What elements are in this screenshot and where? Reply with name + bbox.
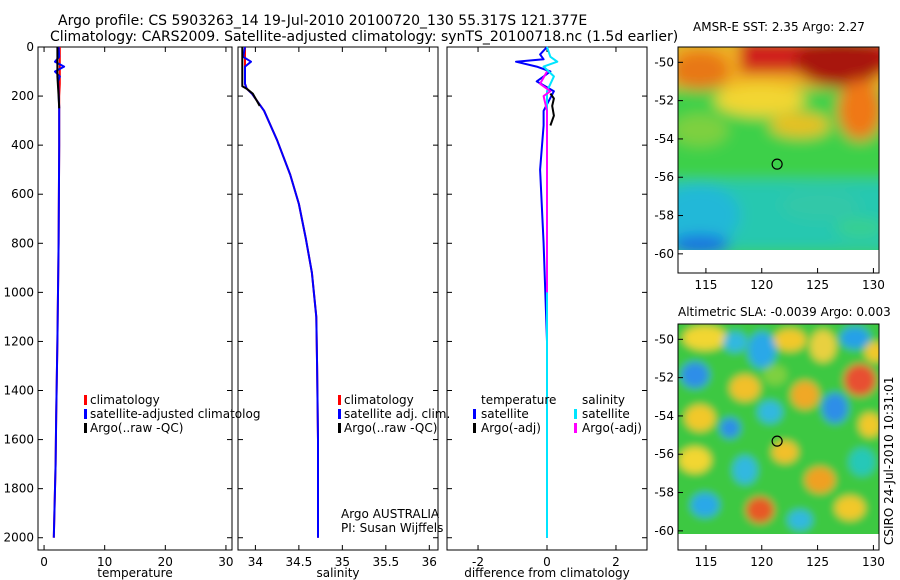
sst-ytick-label: -50 (654, 55, 674, 69)
difference-legend-swatch (473, 423, 476, 433)
difference-legend-header: temperature (481, 393, 556, 407)
difference-axis-label: difference from climatology (464, 566, 630, 580)
salinity-legend-label: satellite adj. clim. (344, 407, 450, 421)
sla-xtick-label: 120 (750, 555, 773, 569)
salinity-series-1 (242, 46, 319, 538)
sst-panel-title: AMSR-E SST: 2.35 Argo: 2.27 (693, 20, 865, 34)
pressure-tick-label: 1000 (3, 285, 34, 299)
salinity-legend-swatch (338, 395, 341, 405)
sla-float-location-marker (771, 435, 783, 447)
temperature-xtick-label: 20 (158, 555, 173, 569)
salinity-xtick-label: 35 (335, 555, 350, 569)
temperature-series-2 (56, 47, 61, 109)
sla-heatmap (678, 324, 879, 550)
sst-ytick-label: -52 (654, 94, 674, 108)
pressure-tick-label: 1400 (3, 384, 34, 398)
difference-legend-swatch (574, 423, 577, 433)
difference-xtick-label: 2 (612, 555, 620, 569)
sla-axes: 115 120 125 130 -50 -52 -54 -56 -58 -60 (654, 323, 885, 569)
salinity-panel: 34 34.5 35 35.5 36 salinity (237, 46, 439, 580)
sla-xtick-label: 130 (862, 555, 885, 569)
salinity-series-2 (241, 47, 261, 107)
sst-ytick-label: -54 (654, 132, 674, 146)
sla-ytick-label: -60 (654, 524, 674, 538)
temperature-legend-label: satellite-adjusted climatolog (90, 407, 260, 421)
sla-xtick-label: 125 (806, 555, 829, 569)
pressure-tick-label: 200 (11, 89, 34, 103)
salinity-axis-label: salinity (316, 566, 359, 580)
salinity-xtick-label: 34.5 (286, 555, 313, 569)
temperature-panel: 0 10 20 30 0 200 400 600 800 1000 1200 1400 1600 1800… (3, 40, 233, 580)
sst-heatmap (678, 47, 879, 273)
temperature-axis-label: temperature (97, 566, 172, 580)
temperature-legend-swatch (84, 409, 87, 419)
salinity-axes-frame (237, 46, 439, 551)
salinity-xtick-label: 34 (248, 555, 263, 569)
difference-legend-label: Argo(-adj) (582, 421, 642, 435)
figure-title-line-2: Climatology: CARS2009. Satellite-adjuste… (50, 29, 679, 45)
temperature-xtick-label: 30 (218, 555, 233, 569)
difference-legend-swatch (574, 409, 577, 419)
pressure-tick-label: 1200 (3, 334, 34, 348)
salinity-xtick-label: 36 (422, 555, 437, 569)
temperature-legend-swatch (84, 395, 87, 405)
sla-ytick-label: -56 (654, 447, 674, 461)
figure-title-line-1: Argo profile: CS 5903263_14 19-Jul-2010 … (58, 13, 588, 29)
salinity-xtick-label: 35.5 (372, 555, 399, 569)
sst-axes: 115 120 125 130 -50 -52 -54 -56 -58 -60 (654, 46, 885, 292)
sst-ytick-label: -60 (654, 247, 674, 261)
sla-ytick-label: -52 (654, 371, 674, 385)
difference-legend-swatch (473, 409, 476, 419)
difference-series-0 (515, 46, 555, 538)
difference-legend-header: salinity (582, 393, 625, 407)
temperature-legend-label: Argo(..raw -QC) (90, 421, 183, 435)
sst-ytick-label: -58 (654, 209, 674, 223)
difference-series-2 (542, 46, 559, 538)
sst-ytick-label: -56 (654, 170, 674, 184)
salinity-legend-label: Argo(..raw -QC) (344, 421, 437, 435)
temperature-axes-frame (37, 46, 233, 551)
pressure-tick-label: 800 (11, 236, 34, 250)
temperature-xtick-label: 10 (97, 555, 112, 569)
temperature-legend-label: climatology (90, 393, 160, 407)
pressure-tick-label: 1600 (3, 433, 34, 447)
sst-xtick-label: 125 (806, 278, 829, 292)
pressure-tick-label: 0 (26, 40, 34, 54)
difference-xtick-label: -2 (472, 555, 484, 569)
salinity-legend-label: climatology (344, 393, 414, 407)
pi-credit: PI: Susan Wijffels (341, 521, 443, 535)
pressure-tick-label: 1800 (3, 482, 34, 496)
salinity-series-0 (244, 47, 319, 538)
temperature-legend-swatch (84, 423, 87, 433)
difference-series-3 (539, 71, 552, 293)
salinity-legend-swatch (338, 423, 341, 433)
argo-program-credit: Argo AUSTRALIA (341, 507, 440, 521)
sst-xtick-label: 130 (862, 278, 885, 292)
difference-legend-label: satellite (481, 407, 529, 421)
sla-xtick-label: 115 (694, 555, 717, 569)
pressure-tick-label: 600 (11, 187, 34, 201)
difference-series-1 (549, 93, 555, 126)
salinity-legend-swatch (338, 409, 341, 419)
sla-ytick-label: -54 (654, 409, 674, 423)
sla-panel-title: Altimetric SLA: -0.0039 Argo: 0.003 (678, 305, 891, 319)
pressure-tick-label: 400 (11, 138, 34, 152)
difference-legend-label: Argo(-adj) (481, 421, 541, 435)
temperature-series-1 (52, 46, 66, 538)
sst-frame (677, 46, 880, 274)
temperature-xtick-label: 0 (40, 555, 48, 569)
difference-xtick-label: 0 (543, 555, 551, 569)
sla-frame (677, 323, 880, 551)
sst-float-location-marker (771, 158, 783, 170)
pressure-tick-label: 2000 (3, 531, 34, 545)
sst-xtick-label: 115 (694, 278, 717, 292)
difference-legend-label: satellite (582, 407, 630, 421)
sla-ytick-label: -50 (654, 332, 674, 346)
sst-xtick-label: 120 (750, 278, 773, 292)
sla-ytick-label: -58 (654, 486, 674, 500)
